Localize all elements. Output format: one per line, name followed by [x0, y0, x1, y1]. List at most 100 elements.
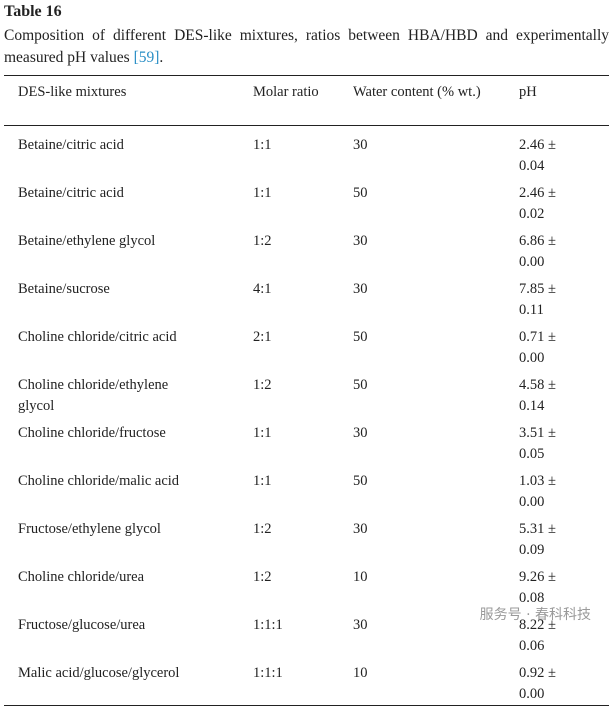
table-row: Choline chloride/fructose 1:1 30 3.51 ± 0.0… [4, 417, 609, 465]
cell-text: 1:1 [253, 473, 272, 489]
table-cell: 2:1 [239, 321, 339, 369]
cell-text: 50 [353, 329, 368, 345]
cell-text: Betaine/citric acid [18, 185, 124, 201]
table-cell: Choline chloride/citric acid [4, 321, 239, 369]
cell-text: Betaine/citric acid [18, 137, 124, 153]
cell-text: 2:1 [253, 329, 272, 345]
cell-text: Choline chloride/ethylene glycol [18, 377, 169, 414]
table-title: Table 16 [4, 3, 62, 20]
table-cell: 2.46 ± 0.02 [505, 177, 609, 225]
table-row: Fructose/ethylene glycol 1:2 30 5.31 ± 0.09 [4, 513, 609, 561]
citation-link[interactable]: [59] [133, 49, 160, 66]
table-cell: 50 [339, 465, 505, 513]
table-cell: 10 [339, 561, 505, 609]
watermark: 服务号 · 春科科技 [479, 607, 591, 623]
ph-value: 5.31 ± 0.09 [519, 521, 556, 558]
cell-text: 1:1:1 [253, 617, 283, 633]
table-cell: Malic acid/glucose/glycerol [4, 657, 239, 706]
table-cell: 9.26 ± 0.08 [505, 561, 609, 609]
table-cell: 1:1 [239, 465, 339, 513]
cell-text: 1:1:1 [253, 665, 283, 681]
ph-value: 3.51 ± 0.05 [519, 425, 556, 462]
table-row: Betaine/citric acid 1:1 50 2.46 ± 0.02 [4, 177, 609, 225]
table-row: Choline chloride/urea 1:2 10 9.26 ± 0.08 [4, 561, 609, 609]
table-cell: Choline chloride/ethylene glycol [4, 369, 239, 417]
cell-text: 30 [353, 521, 368, 537]
cell-text: 30 [353, 137, 368, 153]
table-cell: Fructose/ethylene glycol [4, 513, 239, 561]
ph-value: 9.26 ± 0.08 [519, 569, 556, 606]
table-row: Betaine/citric acid 1:1 30 2.46 ± 0.04 [4, 126, 609, 178]
table-cell: 1:1 [239, 177, 339, 225]
cell-text: 1:1 [253, 185, 272, 201]
cell-text: 50 [353, 473, 368, 489]
header-cell: Water content (% wt.) [339, 75, 505, 126]
table-cell: Choline chloride/urea [4, 561, 239, 609]
table-cell: Betaine/ethylene glycol [4, 225, 239, 273]
table-cell: 4.58 ± 0.14 [505, 369, 609, 417]
page: Table 16 Composition of different DES-li… [4, 3, 609, 706]
cell-text: Fructose/glucose/urea [18, 617, 146, 633]
cell-text: 50 [353, 377, 368, 393]
table-cell: 30 [339, 126, 505, 178]
table-cell: Betaine/citric acid [4, 177, 239, 225]
cell-text: 30 [353, 233, 368, 249]
caption-text: Composition of different DES-like mixtur… [4, 27, 609, 66]
table-cell: 7.85 ± 0.11 [505, 273, 609, 321]
table-cell: 5.31 ± 0.09 [505, 513, 609, 561]
cell-text: Choline chloride/malic acid [18, 473, 180, 489]
table-cell: 1.03 ± 0.00 [505, 465, 609, 513]
table-cell: 10 [339, 657, 505, 706]
ph-value: 6.86 ± 0.00 [519, 233, 556, 270]
table-cell: Choline chloride/malic acid [4, 465, 239, 513]
cell-text: Fructose/ethylene glycol [18, 521, 161, 537]
cell-text: Choline chloride/citric acid [18, 329, 177, 345]
cell-text: 1:2 [253, 569, 272, 585]
table-cell: 0.92 ± 0.00 [505, 657, 609, 706]
table-cell: 30 [339, 609, 505, 657]
cell-text: 1:1 [253, 137, 272, 153]
ph-value: 2.46 ± 0.02 [519, 185, 556, 222]
header-cell: Molar ratio [239, 75, 339, 126]
cell-text: 1:2 [253, 521, 272, 537]
table-cell: 1:1 [239, 417, 339, 465]
cell-text: 10 [353, 665, 368, 681]
table-cell: 0.71 ± 0.00 [505, 321, 609, 369]
table-cell: 50 [339, 177, 505, 225]
table-cell: 50 [339, 369, 505, 417]
ph-value: 0.92 ± 0.00 [519, 665, 556, 702]
header-row: DES-like mixtures Molar ratio Water conten… [4, 75, 609, 126]
ph-value: 1.03 ± 0.00 [519, 473, 556, 510]
table-cell: 1:1:1 [239, 657, 339, 706]
cell-text: Choline chloride/urea [18, 569, 145, 585]
cell-text: 1:2 [253, 233, 272, 249]
table-row: Malic acid/glucose/glycerol 1:1:1 10 0.92 ±… [4, 657, 609, 706]
cell-text: 1:2 [253, 377, 272, 393]
table-cell: Choline chloride/fructose [4, 417, 239, 465]
table-cell: 2.46 ± 0.04 [505, 126, 609, 178]
header-cell: pH [505, 75, 609, 126]
cell-text: Choline chloride/fructose [18, 425, 166, 441]
ph-value: 2.46 ± 0.04 [519, 137, 556, 174]
ph-value: 7.85 ± 0.11 [519, 281, 556, 318]
table-row: Choline chloride/malic acid 1:1 50 1.03 ± 0… [4, 465, 609, 513]
cell-text: 10 [353, 569, 368, 585]
table-cell: 1:2 [239, 225, 339, 273]
ph-value: 0.71 ± 0.00 [519, 329, 556, 366]
table-cell: Betaine/sucrose [4, 273, 239, 321]
cell-text: 4:1 [253, 281, 272, 297]
cell-text: 30 [353, 617, 368, 633]
cell-text: 30 [353, 281, 368, 297]
table-row: Choline chloride/citric acid 2:1 50 0.71 ± … [4, 321, 609, 369]
table-caption: Composition of different DES-like mixtur… [4, 25, 609, 69]
table-cell: 1:1:1 [239, 609, 339, 657]
cell-text: 1:1 [253, 425, 272, 441]
cell-text: Malic acid/glucose/glycerol [18, 665, 180, 681]
caption-end: . [159, 49, 164, 66]
cell-text: Betaine/sucrose [18, 281, 110, 297]
table-cell: 1:2 [239, 369, 339, 417]
table-cell: 50 [339, 321, 505, 369]
cell-text: 30 [353, 425, 368, 441]
table-row: Choline chloride/ethylene glycol 1:2 50 4.5… [4, 369, 609, 417]
table-cell: 1:1 [239, 126, 339, 178]
